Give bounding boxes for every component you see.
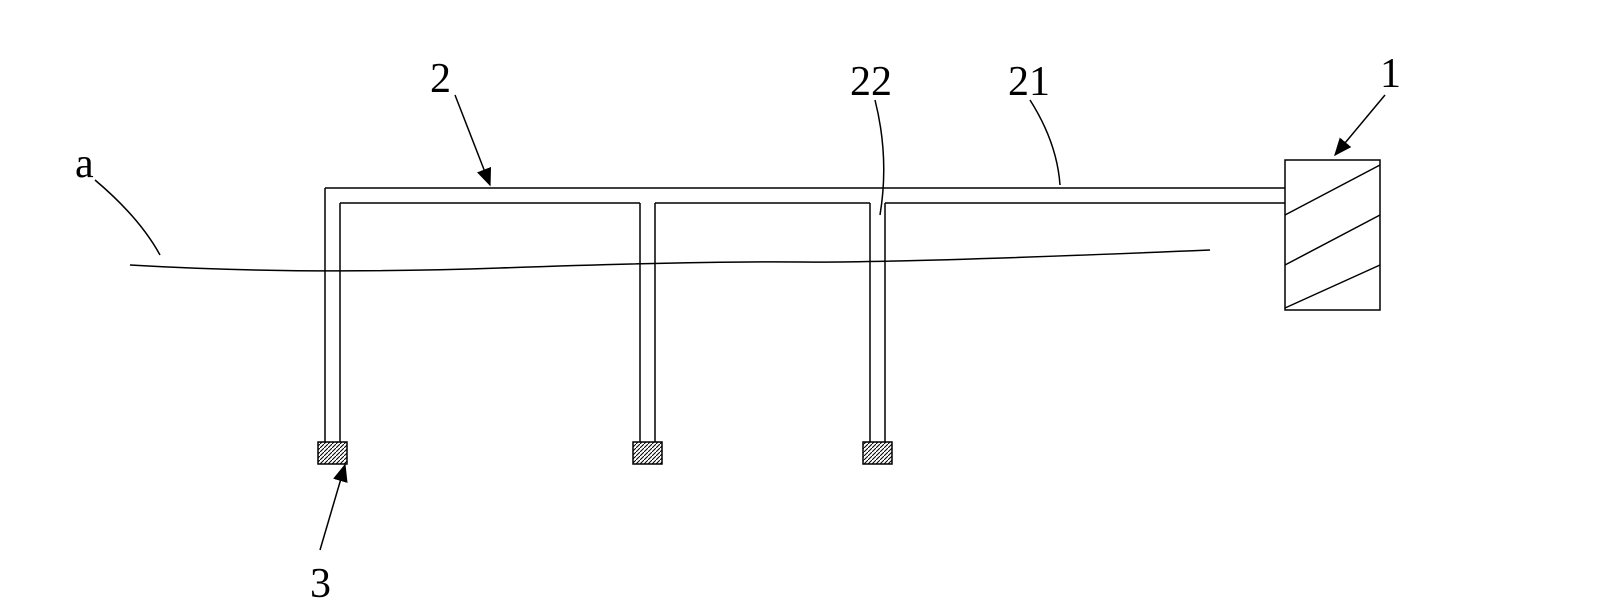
schematic-svg — [0, 0, 1604, 602]
label-22: 22 — [850, 58, 892, 106]
label-1: 1 — [1380, 50, 1401, 98]
label-2: 2 — [430, 55, 451, 103]
label-a: a — [75, 140, 94, 188]
label-21: 21 — [1008, 58, 1050, 106]
diagram-container — [0, 0, 1604, 602]
label-3: 3 — [310, 560, 331, 608]
